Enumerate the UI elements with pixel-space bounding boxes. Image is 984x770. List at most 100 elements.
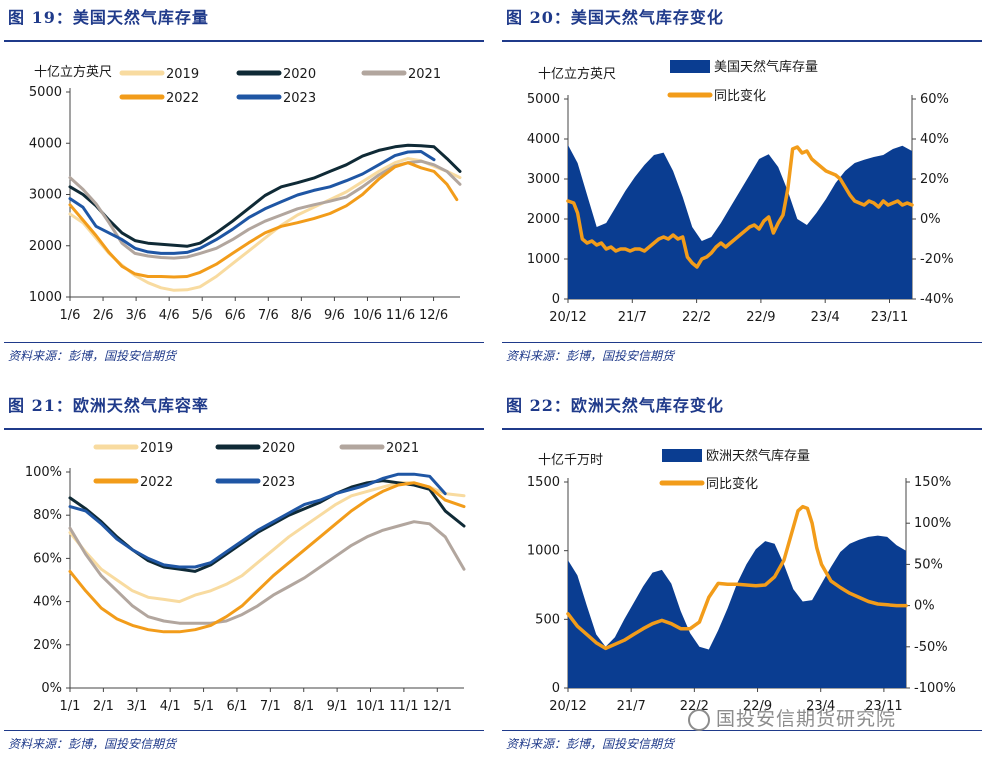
x-tick-label: 23/4 [811,310,840,325]
y-tick-label: 5000 [527,92,560,107]
x-tick-label: 12/1 [423,699,452,714]
y2-tick-label: 20% [920,172,949,187]
x-tick-label: 2/1 [93,699,114,714]
us-storage-line-chart: 1000 2000 3000 4000 5000 1/6 2/6 3/6 4/6 5/6 6/6 7/… [29,64,462,323]
title-rule [502,428,982,430]
y-tick-label: 20% [33,638,62,653]
x-tick-label: 9/1 [327,699,348,714]
y-tick-label: 3000 [29,188,62,203]
y2-tick-label: -50% [914,640,948,655]
y2-tick-label: -40% [920,292,954,307]
eu-storage-change-chart: 0 500 1000 1500 -100% -50% 0% 50% 100% 150% 20/12 2… [527,448,956,714]
source-rule [4,730,484,731]
x-tick-label: 8/6 [291,308,312,323]
x-tick-label: 5/6 [192,308,213,323]
legend-label: 同比变化 [706,476,758,492]
chart-title: 图 21：欧洲天然气库容率 [8,396,209,415]
y-tick-label: 2000 [527,212,560,227]
chart-panel-us-storage: 图 19：美国天然气库存量 1000 2000 3000 4000 5000 1/6 2/6… [4,0,484,382]
source-note: 资料来源：彭博，国投安信期货 [506,737,675,751]
y-tick-label: 5000 [29,85,62,100]
watermark: 国投安信期货研究院 [688,704,896,731]
series-line-1 [566,145,914,269]
series-line-4 [68,150,436,255]
y2-tick-label: -100% [914,681,956,696]
y-tick-label: 0% [41,681,62,696]
legend-label: 2019 [140,441,173,456]
y2-tick-label: 40% [920,132,949,147]
legend-label: 2020 [262,441,295,456]
legend-label: 欧洲天然气库存量 [706,448,810,464]
x-tick-label: 3/1 [126,699,147,714]
title-rule [502,40,982,42]
chart-panel-us-storage-change: 图 20：美国天然气库存变化 0 1000 2000 3000 4000 5000 -40%… [502,0,982,382]
eu-capacity-line-chart: 0% 20% 40% 60% 80% 100% 1/1 2/1 3/1 4/1 5/1 6/1 7/1 8… [25,441,466,714]
x-tick-label: 10/1 [356,699,385,714]
y-tick-label: 40% [33,595,62,610]
series-area-0 [568,535,906,688]
y-tick-label: 1000 [527,252,560,267]
series-line-1 [68,143,462,248]
legend-label: 2023 [283,91,316,106]
y2-tick-label: 150% [914,475,951,490]
x-tick-label: 5/1 [193,699,214,714]
x-tick-label: 11/1 [389,699,418,714]
y2-tick-label: 0% [914,599,935,614]
y-tick-label: 80% [33,508,62,523]
series-line-3 [68,481,466,634]
x-tick-label: 22/9 [746,310,775,325]
chart-panel-eu-storage-change: 图 22：欧洲天然气库存变化 0 500 1000 1500 -100% -50% 0% 50… [502,388,982,770]
x-tick-label: 9/6 [324,308,345,323]
series-area-0 [568,145,912,299]
source-rule [502,342,982,343]
x-tick-label: 7/1 [260,699,281,714]
x-tick-label: 8/1 [293,699,314,714]
y-tick-label: 2000 [29,239,62,254]
y-tick-label: 100% [25,465,62,480]
source-note: 资料来源：彭博，国投安信期货 [8,349,177,363]
watermark-text: 国投安信期货研究院 [716,708,897,730]
x-tick-label: 23/4 [806,699,835,714]
unit-label: 十亿立方英尺 [34,64,112,80]
legend-swatch [662,449,702,462]
y-tick-label: 1000 [527,544,560,559]
title-rule [4,428,484,430]
y2-tick-label: 50% [914,557,943,572]
x-tick-label: 3/6 [126,308,147,323]
x-tick-label: 12/6 [419,308,448,323]
x-tick-label: 6/1 [226,699,247,714]
y-tick-label: 4000 [29,136,62,151]
legend-label: 2023 [262,475,295,490]
legend-label: 2022 [140,475,173,490]
y-tick-label: 0 [552,292,560,307]
source-note: 资料来源：彭博，国投安信期货 [506,349,675,363]
x-tick-label: 23/11 [865,699,902,714]
x-tick-label: 21/7 [618,310,647,325]
y-tick-label: 60% [33,551,62,566]
x-tick-label: 20/12 [549,310,586,325]
unit-label: 十亿千万时 [538,453,603,468]
x-tick-label: 1/1 [60,699,81,714]
source-rule [4,342,484,343]
y-tick-label: 1500 [527,475,560,490]
x-tick-label: 2/6 [93,308,114,323]
x-tick-label: 21/7 [617,699,646,714]
chart-title: 图 19：美国天然气库存量 [8,8,209,27]
chart-title: 图 20：美国天然气库存变化 [506,8,724,27]
y-tick-label: 3000 [527,172,560,187]
x-tick-label: 20/12 [549,699,586,714]
legend-label: 2021 [408,67,441,82]
y2-tick-label: 0% [920,212,941,227]
y-tick-label: 0 [552,681,560,696]
y2-tick-label: 60% [920,92,949,107]
x-tick-label: 23/11 [871,310,908,325]
x-tick-label: 6/6 [225,308,246,323]
legend-label: 同比变化 [714,88,766,104]
y2-tick-label: -20% [920,252,954,267]
source-rule [502,730,982,731]
x-tick-label: 7/6 [258,308,279,323]
legend-swatch [670,60,710,73]
wechat-icon [688,708,710,731]
x-tick-label: 4/1 [160,699,181,714]
x-tick-label: 10/6 [353,308,382,323]
